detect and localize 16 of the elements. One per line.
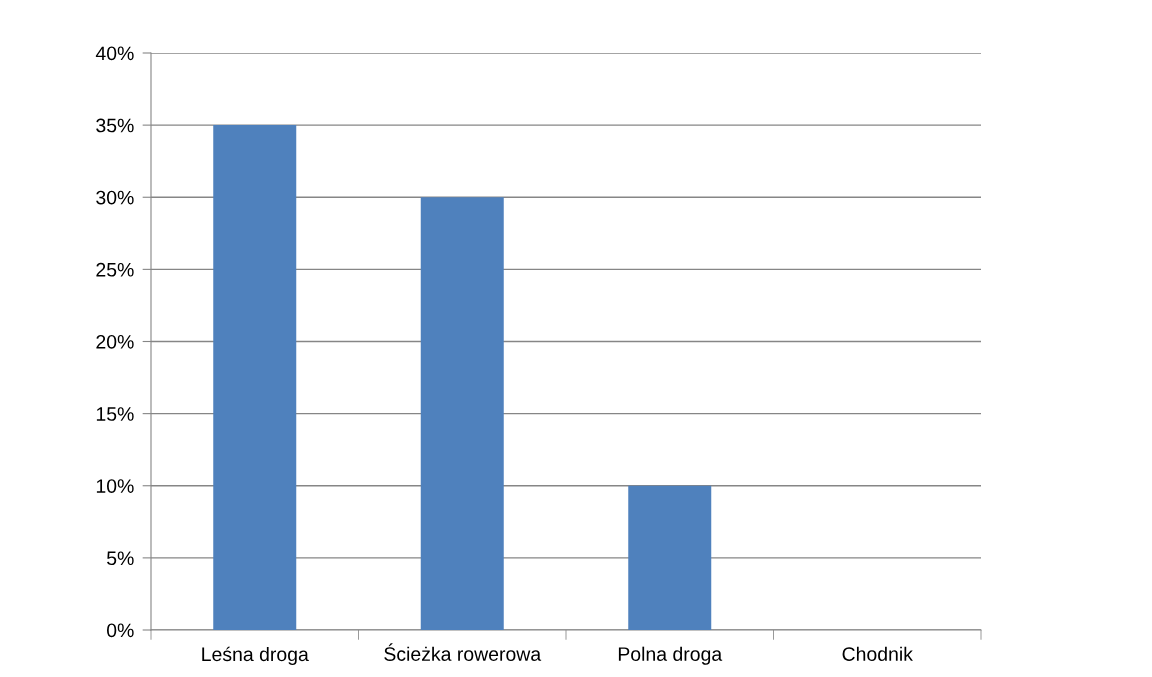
y-tick-label: 10% bbox=[96, 479, 134, 493]
x-tick-label: Polna droga bbox=[618, 646, 723, 665]
y-tick-label: 20% bbox=[96, 334, 134, 349]
bar bbox=[628, 485, 712, 630]
y-tick-label: 30% bbox=[96, 190, 134, 205]
x-tick-label: Ścieżka rowerowa bbox=[384, 643, 542, 661]
y-tick-label: 35% bbox=[96, 118, 134, 133]
x-tick-label: Chodnik bbox=[842, 646, 913, 661]
y-tick-label: 5% bbox=[107, 551, 134, 566]
x-tick-label: Leśna droga bbox=[202, 646, 309, 666]
y-tick-label: 25% bbox=[96, 262, 134, 277]
bar bbox=[213, 125, 297, 630]
y-tick-label: 40% bbox=[95, 46, 134, 61]
y-tick-label: 15% bbox=[96, 407, 134, 421]
bar bbox=[420, 197, 504, 630]
y-tick-label: 0% bbox=[106, 623, 134, 638]
